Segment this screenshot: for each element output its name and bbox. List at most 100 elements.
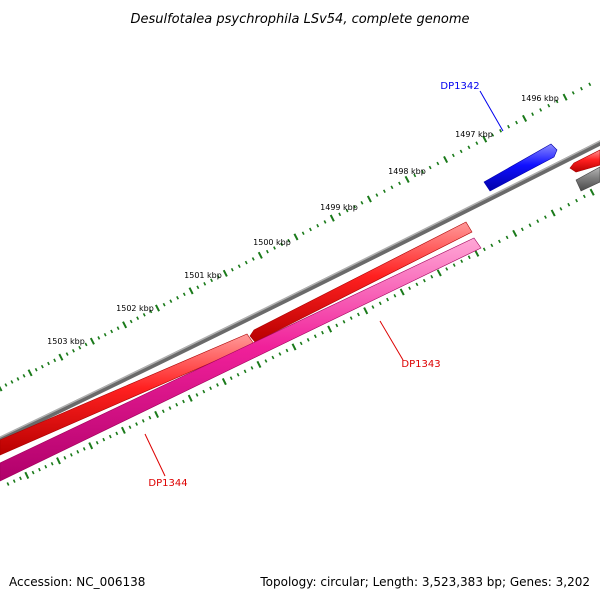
scale-tick <box>4 383 8 387</box>
scale-tick <box>128 425 132 429</box>
scale-tick <box>47 361 50 366</box>
scale-tick <box>44 464 48 469</box>
scale-tick <box>273 246 276 250</box>
scale-tick <box>313 334 317 339</box>
leader-line-dp1344 <box>144 433 166 477</box>
gene-arrow-dp1343[interactable] <box>249 221 473 343</box>
scale-tick <box>149 309 153 314</box>
scale-tick <box>230 267 234 272</box>
genome-stats-text: Topology: circular; Length: 3,523,383 bp… <box>260 575 590 589</box>
scale-tick <box>169 299 173 303</box>
scale-tick <box>182 292 186 297</box>
scale-tick <box>399 288 405 296</box>
scale-tick <box>142 313 146 317</box>
scale-tick <box>50 461 54 466</box>
scale-tick <box>103 332 107 337</box>
scale-tick <box>110 329 114 334</box>
scale-tick <box>38 467 41 472</box>
scale-tick <box>536 219 540 223</box>
genome-backbone <box>0 140 600 442</box>
scale-tick <box>559 207 563 211</box>
scale-tick <box>420 169 424 174</box>
scale-tick <box>543 215 547 219</box>
scale-tick <box>182 399 185 404</box>
gene-arrow-right-gray[interactable] <box>575 166 600 192</box>
scale-tick <box>148 415 152 420</box>
scale-tick <box>256 360 262 369</box>
gene-arrow-right-red[interactable] <box>569 149 600 173</box>
scale-tick <box>24 471 30 480</box>
scale-tick <box>88 442 94 450</box>
scale-tick <box>243 369 247 374</box>
scale-tick <box>22 374 26 378</box>
scale-tick <box>141 419 145 423</box>
scale-tick <box>360 201 364 205</box>
scale-tick <box>229 376 233 380</box>
scale-tick <box>195 393 199 397</box>
scale-label: 1501 kbp <box>184 271 222 280</box>
gene-arrow-dp1342[interactable] <box>483 143 558 192</box>
scale-tick <box>210 278 214 283</box>
scale-tick <box>430 274 434 279</box>
scale-tick <box>459 149 463 154</box>
scale-tick <box>65 352 69 356</box>
scale-tick <box>550 209 556 217</box>
scale-tick <box>265 249 269 254</box>
gene-arrow-dp1344[interactable] <box>0 237 482 482</box>
scale-tick <box>436 269 442 277</box>
scale-tick <box>547 103 551 108</box>
scale-tick <box>82 447 86 451</box>
scale-tick <box>316 223 320 228</box>
scale-tick <box>356 312 360 317</box>
scale-label: 1497 kbp <box>455 130 493 139</box>
scale-tick <box>129 319 133 324</box>
scale-tick <box>445 267 449 271</box>
scale-tick <box>491 133 495 137</box>
scale-tick <box>371 305 375 309</box>
scale-tick <box>108 434 112 439</box>
map-title: Desulfotalea psychrophila LSv54, complet… <box>130 12 469 27</box>
scale-tick <box>520 227 524 232</box>
inner-scale-ticks <box>6 188 595 486</box>
scale-tick <box>386 297 390 302</box>
scale-tick <box>452 263 456 267</box>
scale-tick <box>571 91 575 95</box>
scale-tick <box>579 86 583 91</box>
gene-label-dp1342[interactable]: DP1342 <box>440 81 479 92</box>
scale-tick <box>467 145 471 150</box>
scale-tick <box>10 380 14 384</box>
scale-tick <box>366 195 372 203</box>
scale-tick <box>209 386 213 391</box>
scale-tick <box>443 155 449 164</box>
scale-tick <box>84 342 88 347</box>
scale-tick <box>19 476 22 481</box>
scale-tick <box>398 181 402 186</box>
scale-tick <box>257 251 263 259</box>
scale-tick <box>404 175 410 183</box>
scale-tick <box>196 285 200 290</box>
scale-tick <box>187 394 193 402</box>
scale-tick <box>56 457 61 465</box>
scale-tick <box>415 282 419 287</box>
scale-tick <box>58 353 64 361</box>
scale-tick <box>31 470 35 475</box>
gene-arrow-left-red[interactable] <box>0 333 255 456</box>
scale-tick <box>475 141 479 145</box>
gene-label-dp1344[interactable]: DP1344 <box>148 478 187 489</box>
scale-tick <box>539 108 543 112</box>
gene-label-dp1343[interactable]: DP1343 <box>401 359 440 370</box>
genome-backbone-highlight <box>0 140 600 439</box>
scale-tick <box>467 255 471 260</box>
scale-tick <box>460 259 464 263</box>
scale-tick <box>6 482 10 486</box>
scale-tick <box>76 450 80 454</box>
scale-tick <box>202 389 206 394</box>
scale-tick <box>436 161 440 166</box>
scale-tick <box>155 304 160 312</box>
scale-tick <box>301 231 305 235</box>
leader-line-dp1343 <box>379 320 404 361</box>
scale-tick <box>237 264 241 268</box>
scale-tick <box>588 82 592 87</box>
scale-tick <box>97 336 101 340</box>
